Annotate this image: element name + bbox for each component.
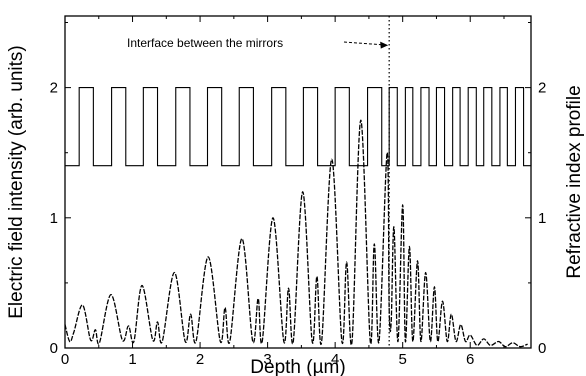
y-tick-label: 2 [50, 80, 58, 97]
y-tick-label: 1 [50, 210, 58, 227]
interface-marker [343, 16, 390, 348]
refractive-index-line [65, 87, 532, 167]
y-tick-label: 0 [50, 340, 58, 357]
y2-tick-label: 1 [538, 210, 546, 227]
interface-annotation: Interface between the mirrors [127, 36, 283, 50]
x-tick-label: 3 [263, 351, 271, 368]
electric-field-curve [64, 119, 528, 348]
plot-area-frame [64, 15, 532, 349]
y2-tick-label: 2 [538, 80, 546, 97]
electric-field-series [64, 119, 528, 348]
interface-arrow-shaft [343, 41, 386, 46]
y2-tick-label: 0 [538, 340, 546, 357]
y2-axis-title: Refractive index profile [564, 85, 585, 278]
x-tick-label: 0 [61, 351, 69, 368]
x-tick-label: 5 [399, 351, 407, 368]
refractive-index-series [65, 87, 532, 167]
x-tick-label: 2 [196, 351, 204, 368]
x-tick-label: 1 [128, 351, 136, 368]
axis-ticks: 0 1 2 3 4 5 6 0 1 2 0 1 2 [50, 16, 546, 368]
x-tick-label: 4 [331, 351, 339, 368]
y-axis-title: Electric field intensity (arb. units) [6, 45, 27, 319]
interface-arrow-head [380, 41, 389, 49]
x-axis-title: Depth (µm) [250, 357, 345, 376]
x-tick-label: 6 [466, 351, 474, 368]
